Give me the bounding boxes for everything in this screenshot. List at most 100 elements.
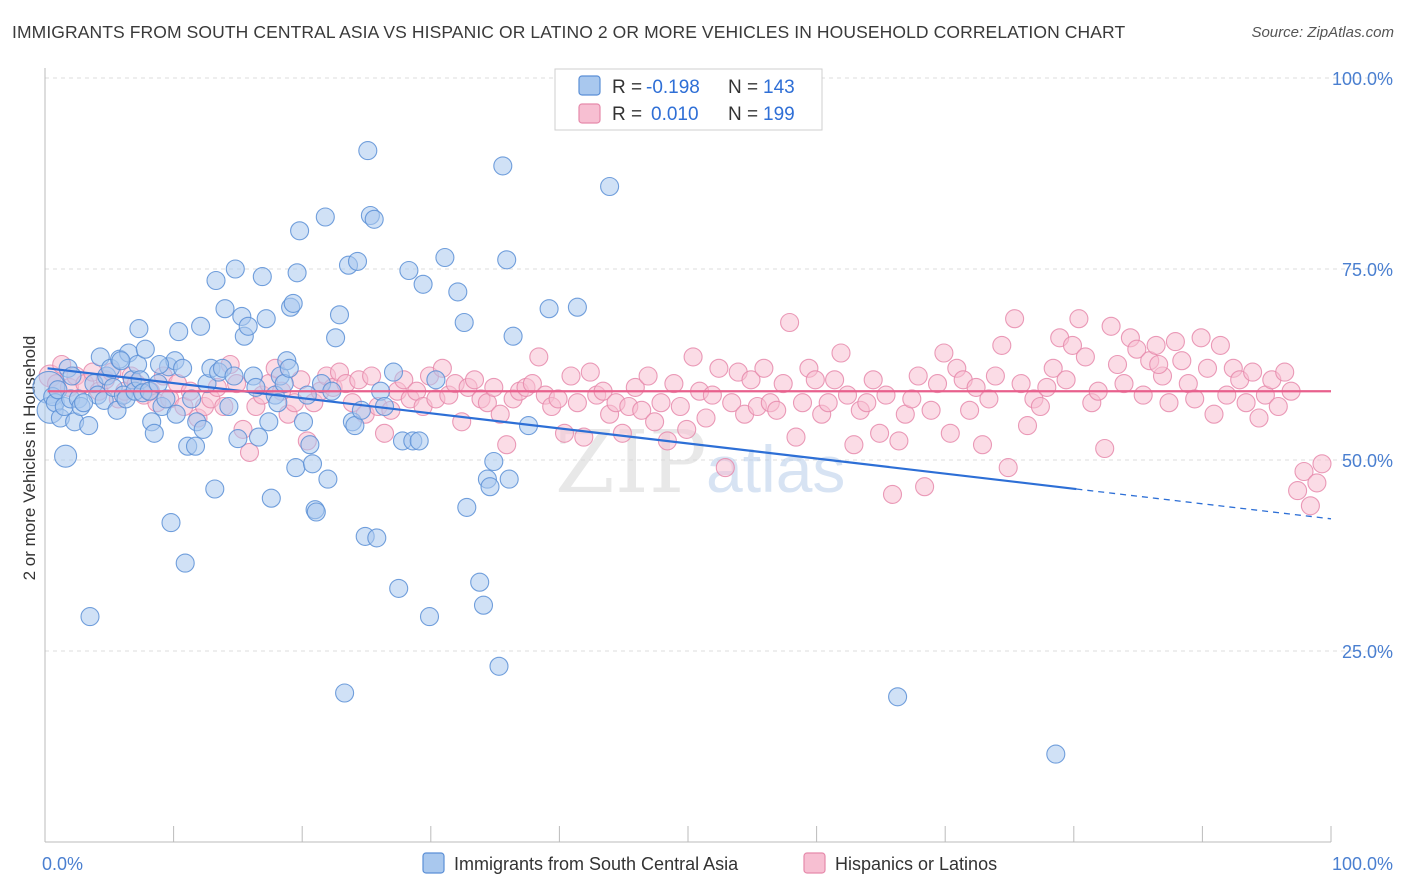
pink-point-69 [490, 404, 510, 424]
blue-point-110 [399, 260, 419, 281]
blue-point-68 [252, 267, 272, 287]
blue-point-87 [306, 502, 326, 522]
blue-point-120 [470, 572, 490, 592]
blue-point-92 [326, 328, 346, 348]
pink-point-145 [979, 389, 999, 409]
blue-point-60 [224, 366, 244, 386]
y-tick-label-1: 75.0% [1342, 260, 1393, 280]
blue-point-39 [156, 389, 176, 409]
pink-point-127 [863, 370, 883, 390]
pink-point-130 [882, 484, 903, 504]
blue-point-47 [182, 389, 202, 409]
blue-point-73 [268, 393, 288, 413]
blue-point-41 [161, 513, 181, 533]
blue-point-142 [279, 358, 299, 378]
pink-point-160 [1075, 347, 1095, 367]
blue-point-127 [497, 250, 517, 270]
pink-point-98 [677, 419, 697, 439]
blue-point-50 [191, 316, 211, 336]
blue-point-82 [293, 412, 314, 432]
pink-point-197 [1312, 454, 1332, 474]
pink-point-195 [1300, 496, 1320, 516]
blue-point-51 [193, 419, 213, 439]
blue-point-104 [367, 528, 387, 548]
legend-n-value-blue: 143 [763, 77, 795, 98]
pink-point-149 [1005, 309, 1025, 329]
blue-trendline [47, 367, 1077, 491]
blue-trendline-extension [1076, 488, 1332, 520]
pink-point-126 [857, 393, 877, 413]
pink-point-186 [1243, 362, 1263, 382]
source-credit: Source: ZipAtlas.com [1251, 24, 1394, 41]
axes [44, 68, 1332, 843]
pink-point-105 [722, 393, 742, 413]
pink-point-121 [825, 370, 845, 390]
x-tick-labels: 0.0% 100.0% [42, 854, 1393, 874]
blue-point-101 [358, 141, 378, 161]
blue-point-126 [493, 156, 513, 176]
blue-point-121 [473, 595, 494, 615]
blue-point-59 [219, 396, 239, 417]
pink-point-191 [1275, 362, 1295, 382]
blue-point-124 [484, 451, 504, 472]
blue-point-13 [79, 416, 99, 436]
blue-point-85 [302, 454, 323, 474]
chart-title: IMMIGRANTS FROM SOUTH CENTRAL ASIA VS HI… [12, 22, 1126, 42]
pink-point-112 [767, 400, 787, 420]
pink-point-104 [715, 458, 735, 478]
blue-point-90 [318, 469, 338, 489]
pink-point-151 [1017, 416, 1038, 436]
pink-point-92 [638, 366, 658, 386]
pink-point-157 [1056, 370, 1076, 390]
pink-point-108 [741, 370, 761, 390]
pink-point-144 [972, 435, 993, 455]
x-tick-label-1: 100.0% [1332, 854, 1393, 874]
pink-point-30 [239, 442, 260, 462]
pink-point-88 [612, 423, 632, 443]
blue-point-89 [315, 207, 335, 227]
pink-point-97 [670, 396, 690, 417]
blue-point-115 [426, 370, 446, 390]
blue-point-131 [539, 299, 559, 319]
pink-point-120 [818, 393, 838, 413]
blue-point-134 [888, 687, 908, 707]
pink-point-154 [1037, 377, 1057, 397]
blue-point-45 [175, 553, 195, 573]
pink-point-122 [831, 343, 851, 363]
pink-point-83 [580, 362, 600, 382]
legend-swatch-blue [578, 75, 601, 96]
pink-point-142 [960, 400, 980, 420]
pink-point-185 [1236, 393, 1256, 413]
pink-point-93 [645, 412, 665, 432]
pink-point-147 [992, 335, 1012, 355]
series-hispanics-points [38, 309, 1332, 516]
pink-point-135 [915, 477, 935, 497]
blue-point-117 [448, 282, 468, 302]
pink-point-133 [902, 389, 922, 409]
pink-point-173 [1159, 393, 1179, 413]
pink-point-146 [985, 366, 1005, 386]
pink-point-190 [1268, 396, 1288, 417]
blue-point-71 [261, 488, 281, 508]
series-legend: Immigrants from South Central Asia Hispa… [422, 852, 997, 874]
y-tick-labels: 100.0% 75.0% 50.0% 25.0% [1332, 69, 1393, 662]
pink-point-114 [780, 312, 800, 333]
blue-point-55 [206, 270, 226, 291]
pink-point-49 [362, 366, 382, 386]
blue-point-32 [129, 319, 149, 339]
pink-point-129 [876, 385, 896, 405]
blue-point-138 [111, 351, 131, 371]
pink-point-137 [927, 374, 948, 394]
pink-point-80 [561, 366, 581, 386]
pink-point-159 [1069, 309, 1089, 329]
blue-point-129 [503, 326, 523, 346]
pink-point-180 [1204, 404, 1224, 424]
blue-point-14 [80, 607, 100, 627]
blue-point-36 [144, 423, 164, 443]
pink-point-164 [1101, 316, 1121, 336]
pink-point-116 [792, 393, 813, 413]
blue-point-116 [435, 247, 455, 268]
blue-point-108 [389, 578, 409, 598]
pink-point-171 [1146, 335, 1166, 355]
blue-point-69 [256, 309, 276, 329]
